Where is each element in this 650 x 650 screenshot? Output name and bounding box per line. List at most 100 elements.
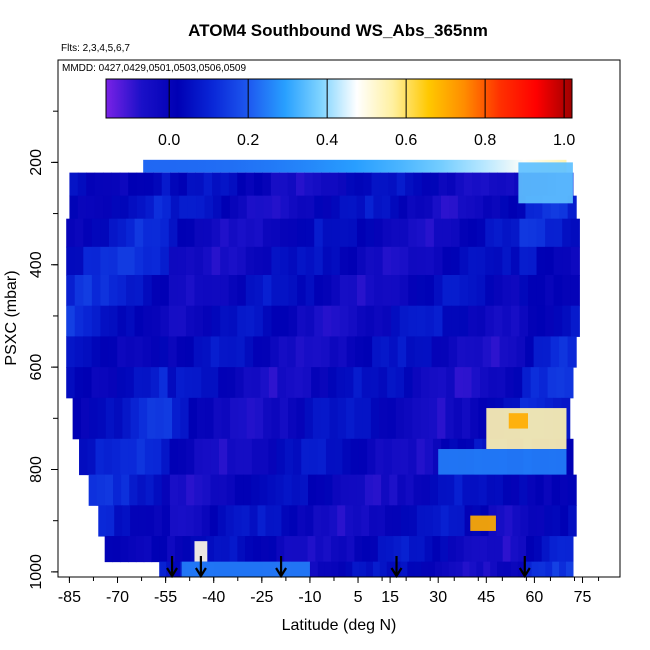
heatmap-cell — [111, 195, 121, 220]
heatmap-cell — [150, 367, 160, 399]
heatmap-cell — [331, 561, 340, 577]
heatmap-cell — [459, 246, 469, 276]
heatmap-cell — [496, 367, 506, 399]
heatmap-cell — [213, 536, 223, 563]
heatmap-cell — [324, 561, 333, 577]
heatmap-cell — [399, 305, 409, 337]
heatmap-cell — [288, 246, 298, 276]
y-tick-label: 600 — [28, 354, 45, 381]
heatmap-cell — [100, 336, 110, 368]
heatmap-cell — [564, 367, 574, 399]
heatmap-cell — [203, 305, 213, 337]
heatmap-cell — [312, 172, 322, 197]
heatmap-cell — [202, 474, 212, 506]
heatmap-cell — [562, 246, 572, 276]
heatmap-cell — [305, 195, 315, 220]
heatmap-cell — [80, 397, 90, 440]
heatmap-cell — [339, 195, 349, 220]
heatmap-cell — [143, 218, 153, 248]
heatmap-cell — [193, 336, 203, 368]
heatmap-cell — [114, 397, 123, 440]
heatmap-cell — [533, 536, 543, 563]
heatmap-cell — [185, 505, 195, 537]
heatmap-cell — [409, 536, 418, 563]
heatmap-cell — [494, 474, 504, 506]
heatmap-cell — [319, 367, 329, 399]
heatmap-cell — [262, 274, 273, 307]
heatmap-cell — [459, 274, 469, 307]
heatmap-cell — [382, 246, 392, 276]
heatmap-cell — [442, 305, 452, 337]
heatmap-cell — [363, 172, 373, 197]
heatmap-cell — [83, 305, 93, 337]
heatmap-cell — [525, 336, 535, 368]
heatmap-cell — [112, 536, 121, 563]
heatmap-cell — [367, 438, 376, 476]
y-axis-label: PSXC (mbar) — [3, 270, 20, 365]
heatmap-cell — [356, 218, 367, 248]
heatmap-cell — [331, 218, 341, 248]
heatmap-cell — [185, 218, 196, 248]
heatmap-cell — [339, 246, 350, 276]
heatmap-cell — [270, 172, 280, 197]
heatmap-cell — [195, 172, 205, 197]
heatmap-cell — [180, 397, 190, 440]
heatmap-cell — [151, 246, 161, 276]
heatmap-cell — [234, 474, 244, 506]
heatmap-cell — [280, 195, 290, 220]
heatmap-cell — [321, 336, 331, 368]
heatmap-cell — [387, 367, 397, 399]
heatmap-cell — [185, 246, 196, 276]
heatmap-cell — [194, 438, 204, 476]
heatmap-cell — [117, 336, 127, 368]
heatmap-cell — [297, 246, 307, 276]
marker-arrow — [518, 556, 531, 579]
heatmap-cell — [502, 474, 512, 506]
heatmap-cell — [203, 218, 213, 248]
heatmap-cell — [126, 218, 136, 248]
heatmap-cell — [144, 438, 154, 476]
profile-band — [98, 505, 577, 537]
heatmap-cell — [245, 246, 255, 276]
heatmap-cell — [551, 474, 561, 506]
heatmap-cell — [186, 438, 195, 476]
heatmap-cell — [332, 474, 342, 506]
heatmap-cell — [108, 336, 118, 368]
x-tick-label: 15 — [381, 589, 399, 606]
heatmap-cell — [97, 397, 107, 440]
heatmap-cell — [262, 305, 273, 337]
heatmap-cell — [331, 274, 341, 307]
heatmap-cell — [196, 195, 206, 220]
heatmap-cell — [66, 367, 76, 399]
latitude-markers — [166, 556, 531, 579]
heatmap-cell — [322, 195, 332, 220]
heatmap-cell — [407, 195, 417, 220]
heatmap-cell — [331, 305, 341, 337]
heatmap-cell — [194, 274, 204, 307]
heatmap-cell — [153, 474, 163, 506]
heatmap-cell — [387, 397, 397, 440]
heatmap-cell — [485, 305, 495, 337]
heatmap-cell — [339, 305, 350, 337]
heatmap-cell — [288, 305, 298, 337]
heatmap-cell — [317, 438, 327, 476]
heatmap-cell — [437, 397, 447, 440]
heatmap-cell — [128, 172, 138, 197]
heatmap-cell — [117, 305, 127, 337]
heatmap-cell — [113, 474, 122, 506]
heatmap-cell — [552, 561, 560, 577]
heatmap-cell — [365, 274, 375, 307]
heatmap-cell — [263, 195, 273, 220]
heatmap-cell — [151, 536, 160, 563]
heatmap-cell — [103, 438, 113, 476]
heatmap-cell — [322, 246, 332, 276]
heatmap-cell — [202, 336, 212, 368]
heatmap-cell — [522, 367, 532, 399]
heatmap-feature — [194, 541, 208, 562]
profile-band — [66, 274, 580, 307]
heatmap-cell — [147, 397, 157, 440]
heatmap-cell — [94, 195, 104, 220]
heatmap-cell — [261, 336, 271, 368]
heatmap-cell — [476, 218, 486, 248]
heatmap-cell — [74, 246, 84, 276]
